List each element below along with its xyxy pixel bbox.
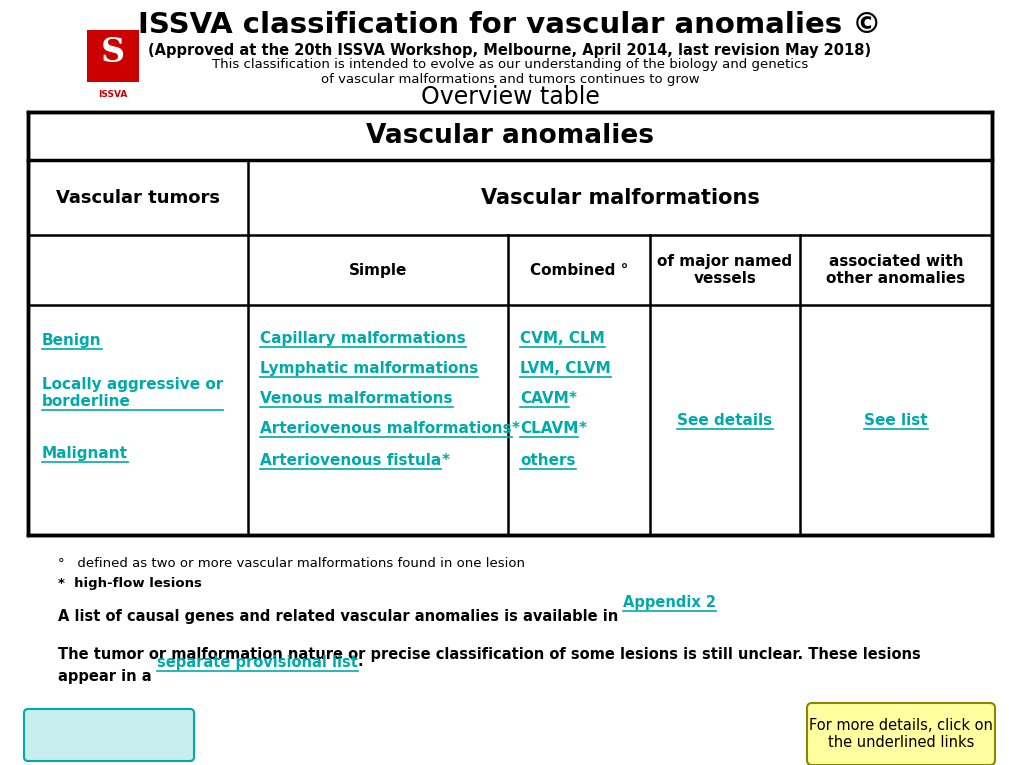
- Text: *  high-flow lesions: * high-flow lesions: [58, 577, 202, 590]
- Text: ISSVA classification for vascular anomalies ©: ISSVA classification for vascular anomal…: [139, 11, 880, 39]
- Text: Arteriovenous fistula: Arteriovenous fistula: [260, 453, 441, 467]
- Text: CVM, CLM: CVM, CLM: [520, 330, 604, 346]
- Text: *: *: [512, 421, 519, 435]
- Text: S: S: [101, 35, 125, 69]
- Text: This classification is intended to evolve as our understanding of the biology an: This classification is intended to evolv…: [212, 58, 807, 86]
- Text: The tumor or malformation nature or precise classification of some lesions is st: The tumor or malformation nature or prec…: [58, 647, 920, 662]
- Text: appear in a: appear in a: [58, 669, 157, 684]
- Text: .: .: [358, 655, 363, 669]
- FancyBboxPatch shape: [24, 709, 194, 761]
- Text: CLAVM: CLAVM: [520, 421, 578, 435]
- Text: Capillary malformations: Capillary malformations: [260, 330, 466, 346]
- Text: Arteriovenous malformations: Arteriovenous malformations: [260, 421, 512, 435]
- Text: others: others: [520, 453, 575, 467]
- FancyBboxPatch shape: [806, 703, 994, 765]
- Text: Lymphatic malformations: Lymphatic malformations: [260, 360, 478, 376]
- Text: °   defined as two or more vascular malformations found in one lesion: ° defined as two or more vascular malfor…: [58, 557, 525, 570]
- Text: *: *: [441, 453, 448, 467]
- Text: CAVM: CAVM: [520, 390, 569, 405]
- Text: Simple: Simple: [348, 262, 407, 278]
- Text: separate provisional list: separate provisional list: [157, 655, 358, 669]
- Text: Vascular tumors: Vascular tumors: [56, 188, 220, 207]
- Text: of major named
vessels: of major named vessels: [657, 254, 792, 286]
- Text: See details: See details: [677, 412, 771, 428]
- Text: LVM, CLVM: LVM, CLVM: [520, 360, 610, 376]
- Text: Vascular malformations: Vascular malformations: [480, 187, 759, 207]
- Bar: [28, 112, 991, 535]
- Text: (Approved at the 20th ISSVA Workshop, Melbourne, April 2014, last revision May 2: (Approved at the 20th ISSVA Workshop, Me…: [149, 43, 870, 57]
- Text: ISSVA: ISSVA: [98, 90, 127, 99]
- Bar: [87, 30, 139, 82]
- Text: *: *: [569, 390, 576, 405]
- Text: Abbreviations used: Abbreviations used: [39, 728, 179, 743]
- Text: Locally aggressive or
borderline: Locally aggressive or borderline: [42, 377, 223, 409]
- Text: associated with
other anomalies: associated with other anomalies: [825, 254, 965, 286]
- Text: Venous malformations: Venous malformations: [260, 390, 452, 405]
- Text: Vascular anomalies: Vascular anomalies: [366, 123, 653, 149]
- Text: For more details, click on
the underlined links: For more details, click on the underline…: [808, 718, 991, 750]
- Text: Benign: Benign: [42, 333, 102, 347]
- Text: See list: See list: [863, 412, 927, 428]
- Text: Malignant: Malignant: [42, 445, 127, 461]
- Text: *: *: [578, 421, 586, 435]
- Text: Combined °: Combined °: [529, 262, 628, 278]
- Text: Appendix 2: Appendix 2: [623, 594, 715, 610]
- Text: A list of causal genes and related vascular anomalies is available in: A list of causal genes and related vascu…: [58, 609, 623, 624]
- Text: Overview table: Overview table: [420, 85, 599, 109]
